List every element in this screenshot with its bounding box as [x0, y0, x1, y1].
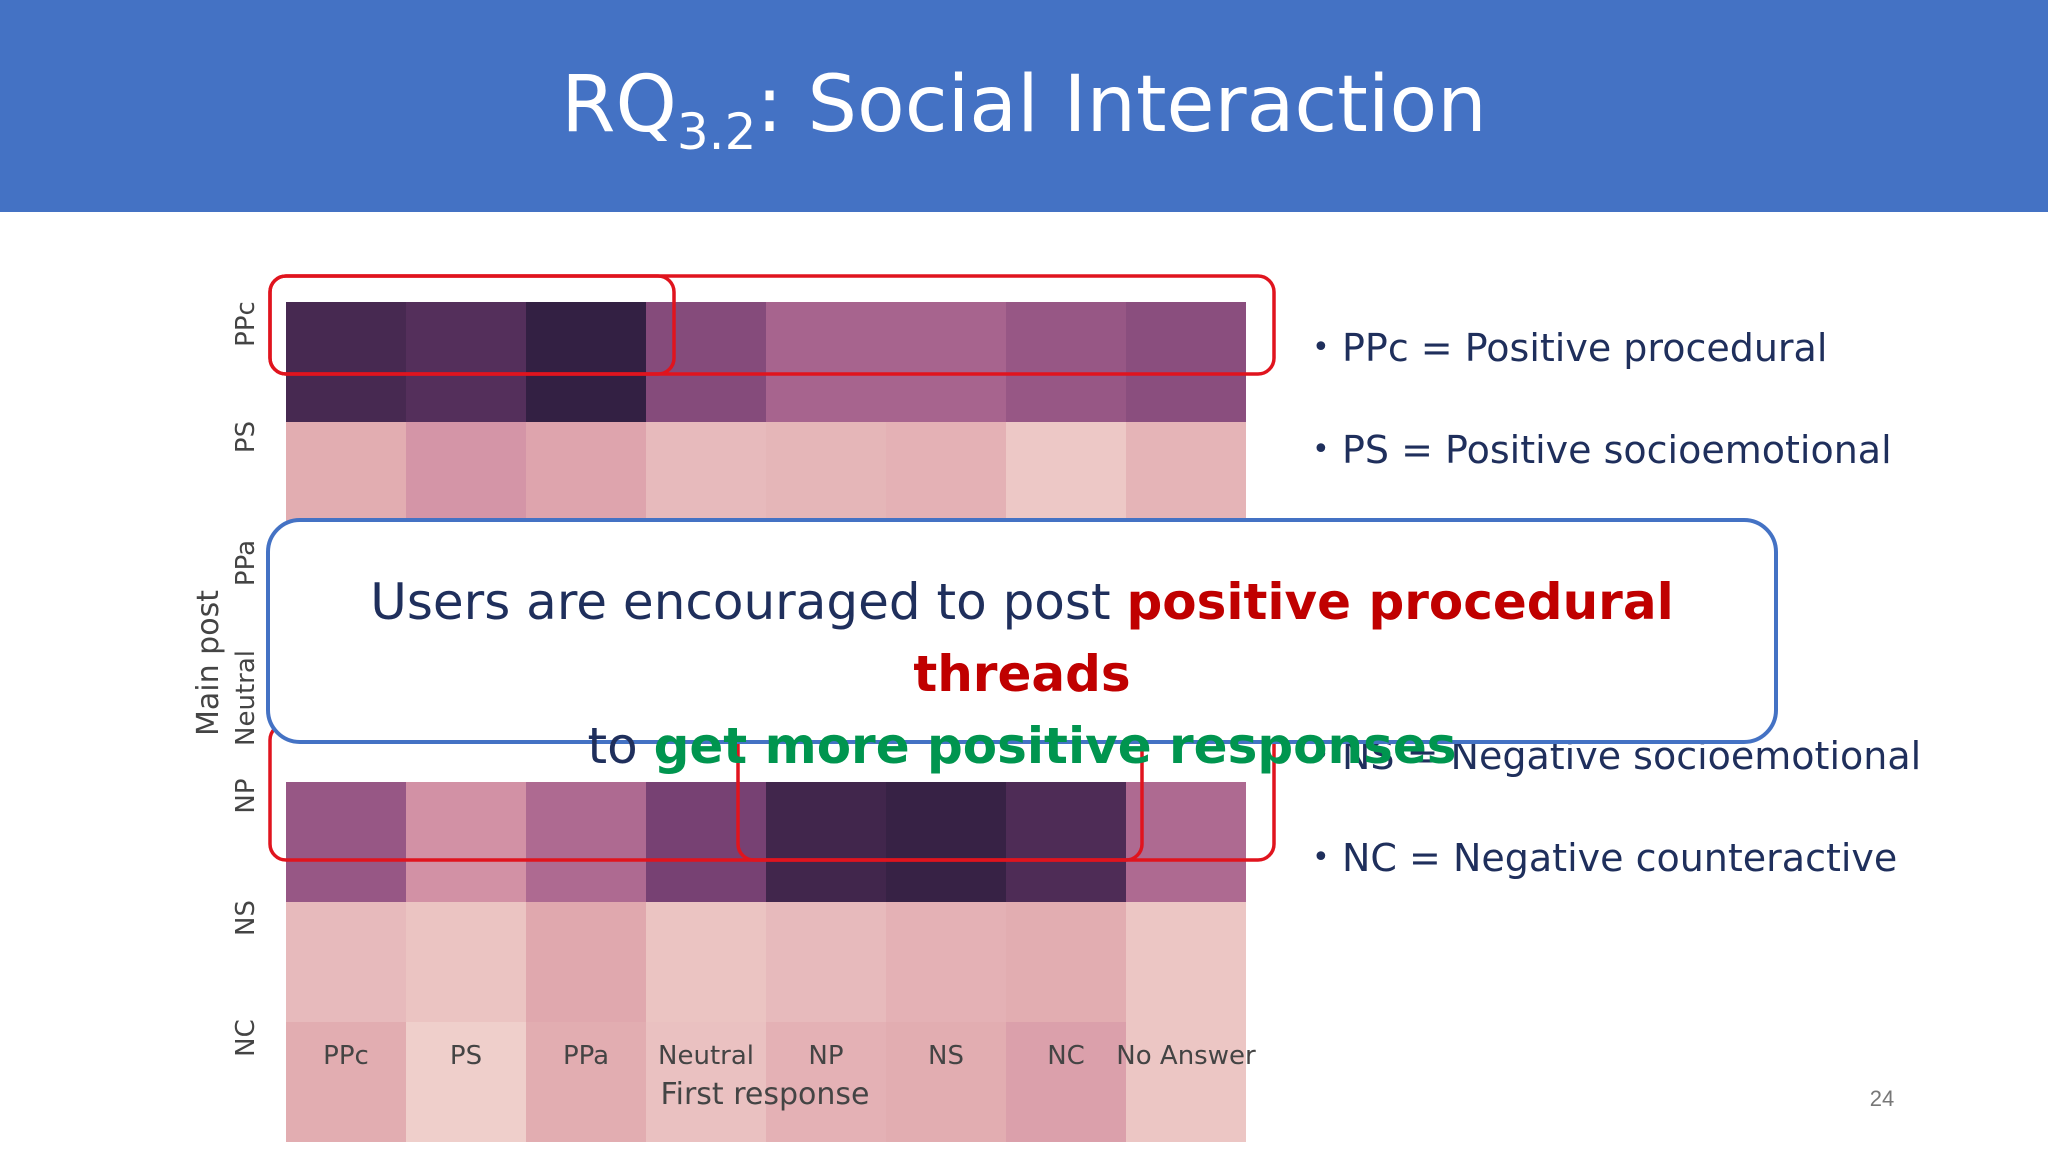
heatmap-cell [406, 1022, 526, 1142]
heatmap-cell [886, 902, 1006, 1022]
x-tick-label: PPc [323, 1041, 369, 1071]
heatmap-cell [1006, 782, 1126, 902]
x-tick-label: PPa [563, 1041, 609, 1071]
heatmap-cell [766, 782, 886, 902]
callout-box: Users are encouraged to post positive pr… [266, 518, 1778, 775]
heatmap-cell [406, 782, 526, 902]
heatmap-cell [886, 1022, 1006, 1142]
heatmap-cell [1006, 902, 1126, 1022]
y-tick-label: PS [231, 421, 261, 453]
callout-line-1: Users are encouraged to post positive pr… [370, 573, 1674, 703]
y-tick-label: PPc [231, 301, 261, 347]
heatmap-cell [886, 782, 1006, 902]
heatmap-cell [1126, 1022, 1246, 1142]
heatmap-cell [646, 1022, 766, 1142]
y-axis-label: Main post [191, 590, 226, 736]
heatmap-cell [406, 302, 526, 422]
x-tick-label: NC [1047, 1041, 1085, 1071]
heatmap-cell [1126, 782, 1246, 902]
heatmap-cell [766, 302, 886, 422]
y-tick-label: NP [231, 778, 261, 813]
x-tick-label: NS [928, 1041, 964, 1071]
heatmap-cell [646, 782, 766, 902]
highlight-boxes [268, 274, 1276, 862]
y-tick-label: NS [231, 900, 261, 936]
legend-item-ppc: • PPc = Positive procedural [1312, 326, 1828, 370]
legend-item-nc: • NC = Negative counteractive [1312, 836, 1898, 880]
heatmap-cell [526, 302, 646, 422]
heatmap-cell [526, 1022, 646, 1142]
heatmap-cell [286, 302, 406, 422]
heatmap-cell [1006, 1022, 1126, 1142]
heatmap-cell [646, 302, 766, 422]
highlight-box-ppc-row-wide [268, 274, 1276, 376]
heatmap-cell [886, 302, 1006, 422]
slide-title: RQ3.2: Social Interaction [561, 60, 1487, 161]
x-tick-label: NP [808, 1041, 843, 1071]
heatmap-cell [1006, 302, 1126, 422]
callout-line-2: to get more positive responses [587, 717, 1457, 775]
heatmap-cell [1126, 902, 1246, 1022]
x-tick-label: No Answer [1116, 1041, 1256, 1071]
heatmap-cell [286, 782, 406, 902]
y-tick-label: Neutral [231, 650, 261, 746]
heatmap-cell [526, 782, 646, 902]
heatmap-cell [286, 902, 406, 1022]
heatmap-cell [286, 1022, 406, 1142]
y-tick-label: PPa [231, 540, 261, 586]
x-axis-label: First response [661, 1077, 870, 1112]
x-tick-label: PS [450, 1041, 482, 1071]
heatmap-cell [766, 1022, 886, 1142]
x-tick-label: Neutral [658, 1041, 754, 1071]
heatmap-cell [1126, 302, 1246, 422]
heatmap-cell [766, 902, 886, 1022]
legend-item-ps: • PS = Positive socioemotional [1312, 428, 1892, 472]
heatmap-cell [646, 902, 766, 1022]
page-number: 24 [1869, 1086, 1895, 1111]
heatmap-cell [526, 902, 646, 1022]
title-subscript: 3.2 [676, 103, 757, 161]
heatmap-cell [406, 902, 526, 1022]
title-bar [0, 0, 2048, 212]
y-tick-label: NC [231, 1019, 261, 1057]
